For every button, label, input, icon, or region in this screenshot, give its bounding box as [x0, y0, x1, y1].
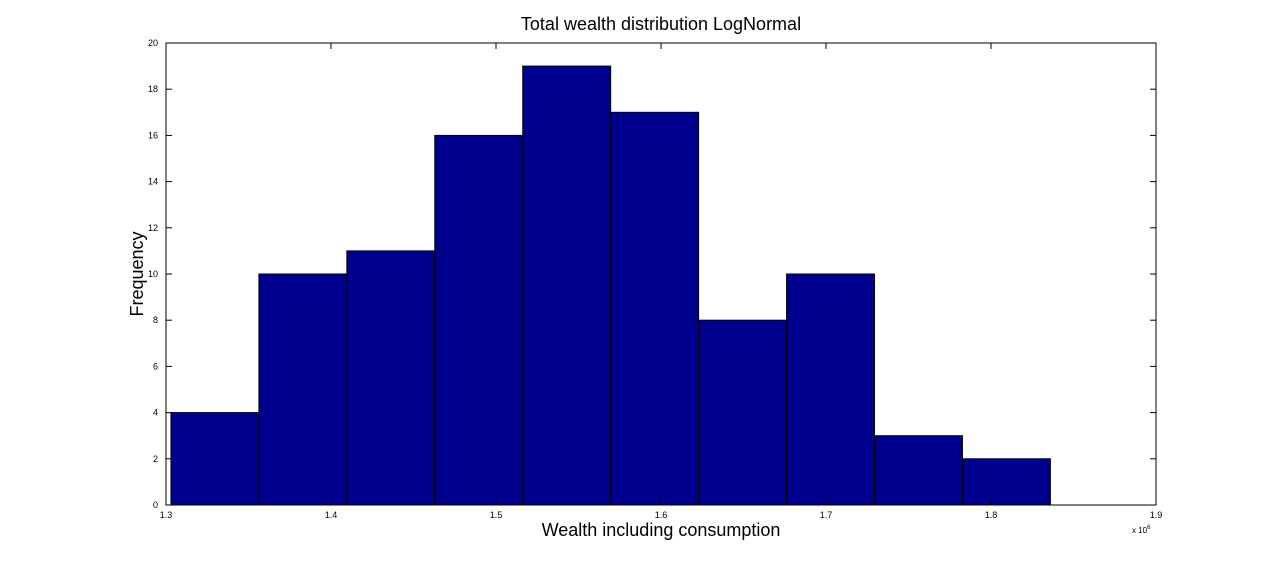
- histogram-bar: [786, 273, 876, 506]
- x-tick-label: 1.8: [985, 510, 998, 520]
- y-tick-label: 20: [148, 38, 158, 48]
- x-tick-label: 1.6: [655, 510, 668, 520]
- x-tick-label: 1.7: [820, 510, 833, 520]
- x-exponent-power: 6: [1147, 525, 1151, 531]
- y-tick-label: 0: [153, 500, 158, 510]
- bars-group: [170, 65, 1051, 506]
- y-tick-label: 2: [153, 454, 158, 464]
- x-axis-label: Wealth including consumption: [542, 520, 781, 540]
- x-exponent-base: x 10: [1132, 526, 1148, 535]
- x-tick-label: 1.3: [160, 510, 173, 520]
- y-tick-label: 12: [148, 223, 158, 233]
- x-tick-label: 1.5: [490, 510, 503, 520]
- histogram-bar: [170, 412, 260, 506]
- y-tick-label: 14: [148, 177, 158, 187]
- histogram-bar: [434, 134, 524, 506]
- histogram-bar: [610, 111, 700, 506]
- x-tick-label: 1.9: [1150, 510, 1163, 520]
- histogram-bar: [522, 65, 612, 506]
- x-tick-label: 1.4: [325, 510, 338, 520]
- y-tick-label: 8: [153, 315, 158, 325]
- y-axis-label: Frequency: [127, 231, 147, 316]
- histogram-bar: [961, 458, 1051, 506]
- chart-title: Total wealth distribution LogNormal: [521, 14, 801, 34]
- y-tick-label: 6: [153, 361, 158, 371]
- histogram-bar: [258, 273, 348, 506]
- histogram-bar: [874, 435, 963, 506]
- y-tick-label: 10: [148, 269, 158, 279]
- y-tick-label: 4: [153, 408, 158, 418]
- histogram-bar: [698, 319, 788, 506]
- y-tick-label: 18: [148, 84, 158, 94]
- ticks-group: 1.3 1.4 1.5 1.6 1.7 1.8 1.9 0 2 4 6 8 10 12 14 16 18 20: [148, 38, 1162, 520]
- y-tick-label: 16: [148, 130, 158, 140]
- histogram-bar: [346, 250, 436, 506]
- x-exponent-label: x 106: [1132, 525, 1151, 535]
